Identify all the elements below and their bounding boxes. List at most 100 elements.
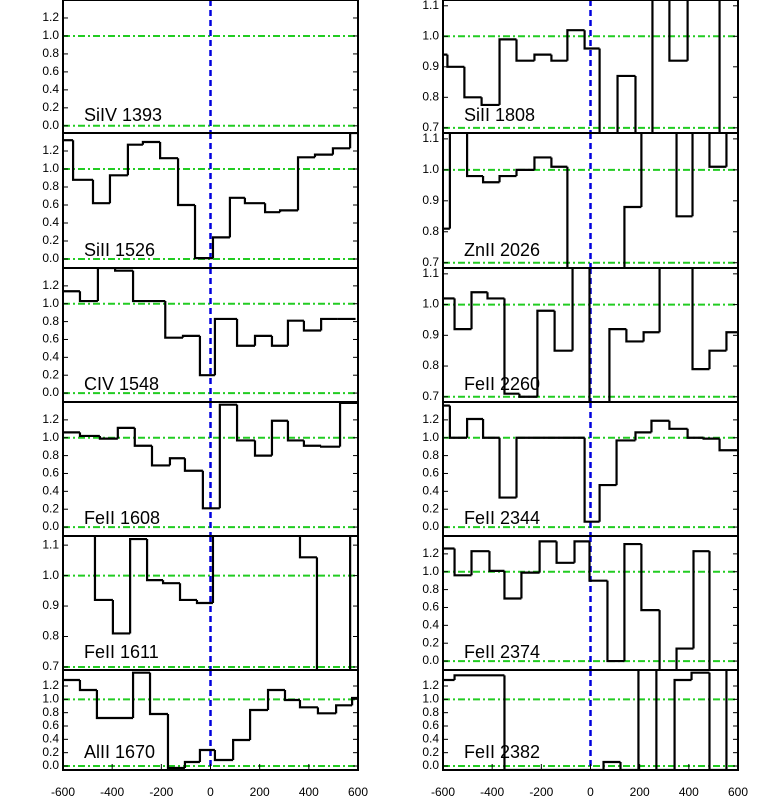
y-tick-label: 0.0 — [422, 758, 439, 772]
flux-step — [78, 432, 100, 438]
flux-step — [446, 54, 465, 68]
flux-step — [453, 298, 472, 331]
flux-step — [608, 328, 627, 402]
x-tick-label: 200 — [250, 785, 270, 799]
flux-step — [266, 688, 285, 710]
y-tick-label: 0.8 — [42, 705, 59, 719]
flux-step — [270, 419, 288, 456]
flux-step — [625, 329, 644, 343]
y-tick-label: 1.2 — [42, 278, 59, 292]
y-tick-label: 0.8 — [42, 314, 59, 328]
flux-step — [95, 690, 134, 720]
y-tick-label: 0.2 — [42, 233, 59, 247]
flux-step — [623, 205, 642, 268]
flux-step — [488, 551, 505, 572]
x-tick-label: -200 — [529, 785, 553, 799]
y-tick-label: 0.0 — [42, 385, 59, 399]
flux-step — [126, 143, 143, 176]
flux-step — [553, 310, 573, 352]
flux-step — [150, 445, 170, 467]
y-tick-label: 1.1 — [422, 0, 439, 12]
y-tick-label: 0.7 — [422, 255, 439, 269]
flux-step — [211, 536, 215, 603]
flux-step — [331, 147, 351, 155]
flux-step — [176, 158, 196, 207]
flux-step — [725, 331, 738, 351]
flux-step — [503, 570, 522, 600]
flux-step — [129, 537, 148, 634]
flux-step — [213, 317, 238, 376]
flux-step — [218, 403, 238, 509]
flux-step — [566, 166, 569, 268]
y-tick-label: 0.4 — [42, 484, 59, 498]
flux-step — [518, 393, 538, 398]
flux-step — [566, 29, 585, 61]
y-tick-label: 1.2 — [42, 412, 59, 426]
line-label: AlII 1670 — [84, 742, 155, 762]
x-tick-label: 400 — [679, 785, 699, 799]
y-tick-label: 1.1 — [42, 537, 59, 551]
panel — [443, 0, 738, 133]
flux-step — [658, 610, 661, 670]
flux-step — [571, 268, 574, 351]
y-tick-label: 0.8 — [42, 46, 59, 60]
flux-step — [550, 157, 568, 168]
flux-step — [480, 97, 500, 107]
flux-step — [448, 133, 451, 229]
flux-step — [550, 54, 568, 62]
y-tick-label: 0.8 — [42, 179, 59, 193]
flux-step — [498, 38, 517, 105]
x-tick-label: -600 — [51, 785, 75, 799]
flux-step — [349, 133, 358, 149]
y-tick-label: 0.8 — [422, 358, 439, 372]
flux-step — [515, 39, 535, 62]
flux-step — [108, 174, 128, 204]
flux-step — [486, 292, 505, 300]
flux-step — [298, 700, 318, 709]
flux-step — [335, 704, 353, 714]
flux-step — [316, 707, 337, 715]
x-tick-label: 0 — [587, 785, 594, 799]
x-tick-label: 600 — [348, 785, 368, 799]
flux-step — [515, 168, 535, 177]
y-tick-label: 0.9 — [422, 327, 439, 341]
y-tick-label: 0.4 — [422, 484, 439, 498]
flux-step — [286, 420, 304, 442]
y-tick-label: 0.6 — [422, 466, 439, 480]
y-tick-label: 0.0 — [422, 519, 439, 533]
flux-step — [159, 142, 179, 160]
y-tick-label: 0.8 — [422, 705, 439, 719]
flux-step — [725, 133, 728, 167]
line-label: FeII 2344 — [464, 508, 540, 528]
flux-step — [503, 675, 604, 770]
flux-step — [634, 75, 637, 133]
flux-step — [650, 419, 670, 433]
flux-step — [148, 672, 168, 716]
flux-step — [675, 133, 693, 218]
y-tick-label: 0.2 — [42, 367, 59, 381]
y-tick-label: 1.2 — [42, 143, 59, 157]
y-tick-label: 0.0 — [42, 758, 59, 772]
line-label: SiII 1808 — [464, 105, 535, 125]
flux-step — [675, 647, 694, 670]
y-tick-label: 1.2 — [422, 678, 439, 692]
flux-step — [298, 536, 317, 559]
flux-step — [116, 426, 135, 439]
x-tick-label: -400 — [480, 785, 504, 799]
flux-step — [470, 550, 490, 576]
y-tick-label: 1.0 — [42, 161, 59, 175]
panel — [63, 268, 358, 402]
flux-step — [235, 404, 255, 442]
flux-step — [201, 470, 220, 510]
flux-step — [235, 318, 255, 347]
flux-step — [533, 53, 552, 61]
flux-step — [602, 760, 621, 770]
y-tick-label: 0.4 — [422, 732, 439, 746]
y-tick-label: 0.2 — [422, 635, 439, 649]
flux-step — [448, 405, 468, 439]
y-tick-label: 1.2 — [42, 10, 59, 24]
x-tick-label: 400 — [299, 785, 319, 799]
y-tick-label: 0.0 — [42, 118, 59, 132]
flux-step — [555, 541, 575, 564]
